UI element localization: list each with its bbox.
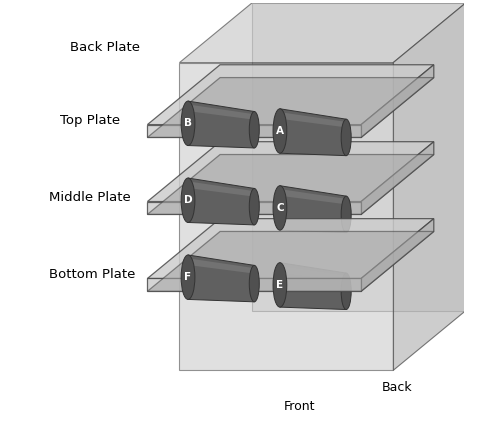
Polygon shape [188,255,254,302]
Ellipse shape [341,273,351,310]
Text: D: D [184,195,192,205]
Ellipse shape [181,255,195,300]
Polygon shape [148,201,361,214]
Polygon shape [188,104,254,120]
Polygon shape [280,112,346,127]
Polygon shape [148,125,361,137]
Polygon shape [280,189,346,204]
Polygon shape [180,3,466,63]
Polygon shape [148,278,361,291]
Polygon shape [188,178,254,225]
Polygon shape [393,3,466,370]
Polygon shape [280,186,346,233]
Text: Back Plate: Back Plate [70,41,140,54]
Text: C: C [276,203,283,213]
Ellipse shape [341,119,351,155]
Polygon shape [188,259,254,274]
Text: F: F [184,272,192,282]
Polygon shape [148,219,434,278]
Text: Front: Front [284,400,315,413]
Ellipse shape [273,109,287,153]
Polygon shape [252,3,466,310]
Polygon shape [361,65,434,137]
Text: E: E [276,280,283,290]
Polygon shape [361,142,434,214]
Polygon shape [148,78,434,137]
Ellipse shape [181,101,195,145]
Polygon shape [180,63,393,370]
Ellipse shape [250,188,260,225]
Polygon shape [188,101,254,148]
Ellipse shape [181,178,195,223]
Polygon shape [280,263,346,310]
Polygon shape [280,109,346,155]
Ellipse shape [273,263,287,307]
Polygon shape [148,142,434,201]
Polygon shape [148,232,434,291]
Text: Top Plate: Top Plate [60,114,120,127]
Ellipse shape [273,186,287,230]
Polygon shape [361,219,434,291]
Ellipse shape [341,196,351,233]
Text: Middle Plate: Middle Plate [49,191,131,204]
Text: A: A [276,126,284,136]
Polygon shape [148,65,434,125]
Text: Back: Back [382,381,413,394]
Polygon shape [280,266,346,281]
Polygon shape [188,181,254,197]
Ellipse shape [250,112,260,148]
Ellipse shape [250,265,260,302]
Text: B: B [184,118,192,128]
Text: Bottom Plate: Bottom Plate [49,268,136,281]
Polygon shape [148,155,434,214]
